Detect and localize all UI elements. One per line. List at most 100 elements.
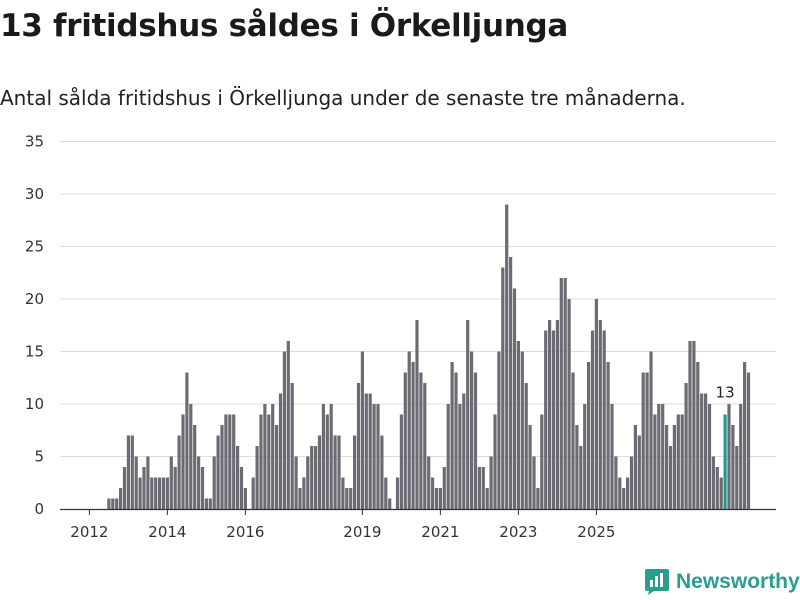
bar — [505, 204, 509, 509]
bar — [707, 404, 712, 509]
x-tick-label: 2016 — [226, 523, 264, 541]
bar — [130, 435, 134, 509]
bar — [294, 456, 298, 509]
bar — [204, 498, 208, 509]
x-tick-label: 2023 — [499, 523, 537, 541]
bar — [220, 425, 224, 509]
bar — [181, 414, 185, 509]
newsworthy-logo[interactable]: Newsworthy — [644, 568, 800, 596]
x-axis-ticks: 2012 2014 2016 2019 2021 2023 2025 — [70, 509, 615, 541]
x-tick-label: 2012 — [70, 523, 108, 541]
bar — [555, 320, 559, 509]
bar — [142, 467, 146, 509]
bar — [388, 498, 392, 509]
bar — [146, 456, 150, 509]
bar — [649, 351, 653, 509]
bar — [399, 414, 403, 509]
x-tick-label: 2019 — [343, 523, 381, 541]
y-tick-label: 5 — [34, 448, 44, 466]
bar — [462, 393, 466, 509]
bar — [532, 456, 536, 509]
bar — [228, 414, 232, 509]
bar — [427, 456, 431, 509]
bar — [571, 372, 575, 509]
bar — [134, 456, 138, 509]
bar — [614, 456, 618, 509]
bar — [193, 425, 197, 509]
bar — [349, 488, 353, 509]
bar — [450, 362, 454, 509]
bar — [497, 351, 501, 509]
y-tick-label: 25 — [25, 238, 44, 256]
bar — [676, 414, 680, 509]
bar — [434, 488, 439, 509]
bar — [442, 467, 446, 509]
bar — [302, 477, 306, 509]
bar — [337, 435, 341, 509]
bar — [278, 393, 283, 509]
bar — [376, 404, 380, 509]
bar — [684, 383, 688, 509]
bar — [314, 446, 318, 509]
bar — [372, 404, 376, 509]
bar — [356, 383, 361, 509]
bar — [111, 498, 115, 509]
bar — [216, 435, 220, 509]
bar — [743, 362, 747, 509]
bar — [239, 467, 244, 509]
bar — [485, 488, 489, 509]
bar — [321, 404, 325, 509]
bar — [653, 414, 657, 509]
x-tick-label: 2025 — [577, 523, 615, 541]
bar — [477, 467, 481, 509]
bar — [598, 320, 602, 509]
bar — [325, 414, 329, 509]
bar — [746, 372, 751, 509]
bar — [384, 477, 388, 509]
x-tick-label: 2014 — [148, 523, 186, 541]
bar — [688, 341, 692, 509]
bar — [161, 477, 166, 509]
x-tick-label: 2021 — [421, 523, 459, 541]
bar — [512, 288, 517, 509]
bar — [590, 330, 595, 509]
bar — [567, 299, 571, 509]
brand-name: Newsworthy — [676, 570, 800, 593]
bar — [575, 425, 579, 509]
bar — [243, 488, 247, 509]
y-tick-label: 10 — [25, 395, 44, 413]
bar — [317, 435, 322, 509]
bar — [306, 456, 310, 509]
bar — [364, 393, 368, 509]
bar — [197, 456, 201, 509]
bar — [692, 341, 696, 509]
bar — [263, 404, 267, 509]
bar — [719, 477, 723, 509]
bar — [622, 488, 626, 509]
bar — [119, 488, 123, 509]
bar — [524, 383, 528, 509]
bar — [641, 372, 645, 509]
bar — [551, 330, 556, 509]
y-tick-label: 15 — [25, 343, 44, 361]
highlight-value-label: 13 — [716, 384, 735, 402]
bar — [493, 414, 497, 509]
bar — [368, 393, 372, 509]
bar — [345, 488, 349, 509]
bar — [267, 414, 271, 509]
bar — [645, 372, 649, 509]
bar — [200, 467, 205, 509]
bar — [610, 404, 614, 509]
bar — [154, 477, 158, 509]
bar — [419, 372, 423, 509]
bar — [395, 477, 400, 509]
bar — [739, 404, 743, 509]
bar — [446, 404, 450, 509]
chart-title: 13 fritidshus såldes i Örkelljunga — [0, 8, 569, 44]
bar — [360, 351, 364, 509]
bar-highlight — [723, 414, 727, 509]
bar — [470, 351, 474, 509]
bar — [185, 372, 189, 509]
bar — [259, 414, 263, 509]
